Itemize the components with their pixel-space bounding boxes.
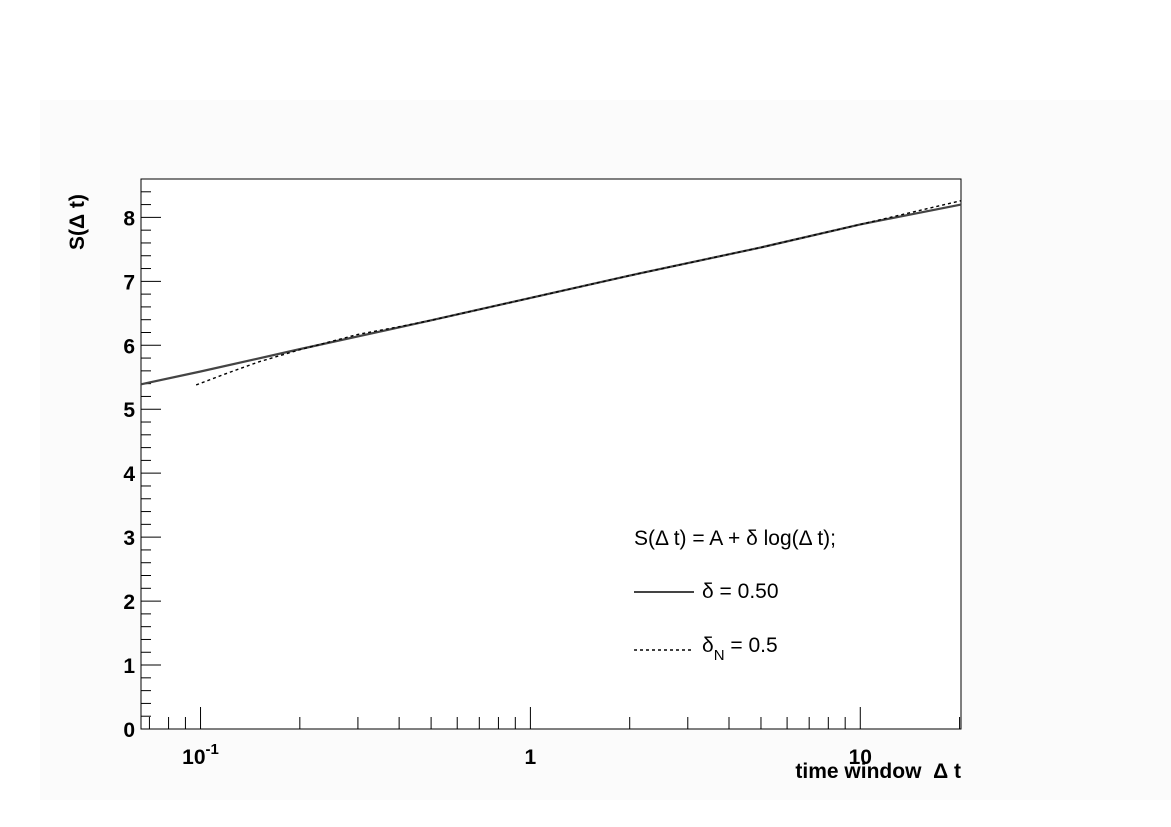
legend-entry-dashed-sub: N (714, 647, 725, 664)
y-axis-title: S(Δ t) (66, 194, 89, 250)
y-axis-ticks: 0 1 2 3 4 5 6 7 8 (123, 178, 161, 742)
plot-area (140, 178, 962, 730)
legend-entry-dashed-text: = 0.5 (725, 634, 778, 657)
y-tick-label: 0 (123, 719, 135, 742)
legend-entry-solid: δ = 0.50 (702, 580, 779, 603)
legend-entry-dashed-symbol: δ (702, 634, 714, 657)
legend-entry-solid-text: = 0.50 (714, 580, 779, 603)
y-tick-label: 4 (123, 463, 135, 486)
x-axis-title: time window Δ t (795, 760, 961, 783)
series-layer (140, 200, 962, 386)
x-tick-exponent: -1 (206, 741, 219, 758)
series-data-line (195, 200, 962, 386)
legend-entry-solid-symbol: δ (702, 580, 714, 603)
legend-entry-dashed: δN = 0.5 (702, 634, 778, 664)
legend-formula: S(Δ t) = A + δ log(Δ t); (634, 527, 836, 550)
x-tick-base: 1 (525, 746, 537, 769)
x-tick-label: 10-1 (182, 741, 219, 769)
x-tick-label: 10 (849, 746, 872, 769)
x-axis-ticks: 10-1 1 10 (148, 707, 961, 769)
y-tick-label: 7 (123, 271, 135, 294)
y-tick-label: 8 (123, 207, 135, 230)
legend: S(Δ t) = A + δ log(Δ t); δ = 0.50 δN = 0… (634, 527, 836, 664)
y-tick-label: 5 (123, 399, 135, 422)
x-tick-base: 10 (849, 746, 872, 769)
x-tick-base: 10 (182, 746, 205, 769)
y-tick-label: 1 (123, 655, 135, 678)
x-tick-label: 1 (525, 746, 537, 769)
y-tick-label: 3 (123, 527, 135, 550)
y-tick-label: 6 (123, 335, 135, 358)
y-tick-label: 2 (123, 591, 135, 614)
